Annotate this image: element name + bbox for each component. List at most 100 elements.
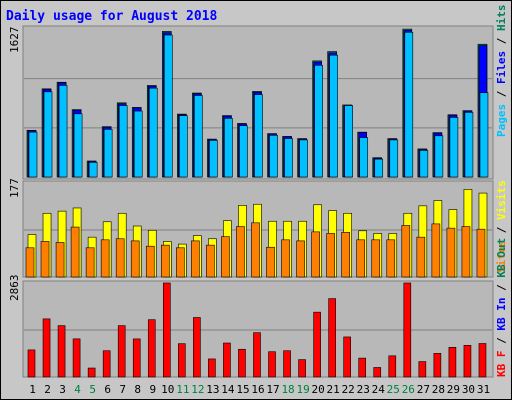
x-tick-label: 12: [191, 383, 204, 396]
kbf-bar: [463, 345, 472, 378]
sites-bar: [206, 244, 215, 278]
x-tick-label: 30: [462, 383, 475, 396]
pages-bar: [314, 64, 323, 178]
sites-bar: [341, 232, 350, 278]
x-tick-label: 28: [432, 383, 445, 396]
kbf-bar: [102, 350, 111, 378]
kbf-bar: [162, 282, 171, 378]
kbf-bar: [87, 367, 96, 378]
sites-bar: [115, 238, 125, 278]
pages-bar: [419, 150, 429, 178]
sites-bar: [236, 226, 245, 278]
kbf-bar: [132, 338, 141, 378]
kbf-bar: [478, 343, 487, 378]
sites-bar: [40, 241, 50, 278]
x-tick-label: 2: [44, 383, 51, 396]
pages-bar: [73, 113, 83, 178]
pages-bar: [404, 32, 414, 178]
sites-bar: [176, 247, 185, 278]
x-tick-label: 16: [251, 383, 264, 396]
x-tick-label: 4: [74, 383, 81, 396]
pages-bar: [479, 92, 489, 178]
legend-item: Pages: [495, 104, 508, 137]
kbf-bar: [403, 282, 412, 378]
sites-bar: [356, 239, 366, 278]
svg-text:KB F / KB In / KB Out: KB F / KB In / KB Out: [495, 238, 508, 377]
sites-bar: [311, 231, 320, 278]
sites-bar: [266, 246, 275, 278]
kbf-bar: [223, 342, 231, 378]
pages-bar: [88, 162, 98, 178]
x-tick-label: 29: [447, 383, 460, 396]
sites-bar: [85, 247, 95, 278]
x-tick-label: 25: [387, 383, 400, 396]
sites-bar: [461, 226, 471, 278]
bot-max-label: 2863: [8, 275, 21, 302]
pages-bar: [434, 135, 444, 178]
pages-bar: [194, 95, 203, 178]
x-tick-label: 19: [296, 383, 309, 396]
pages-bar: [163, 34, 173, 178]
pages-bar: [359, 137, 369, 178]
chart-title: Daily usage for August 2018: [6, 9, 217, 24]
kbf-bar: [418, 361, 427, 378]
sites-bar: [55, 242, 65, 278]
kbf-bar: [448, 346, 457, 378]
x-tick-label: 13: [206, 383, 219, 396]
sites-bar: [281, 239, 290, 278]
sites-bar: [476, 228, 486, 278]
sites-bar: [145, 245, 155, 278]
bars: [25, 28, 489, 378]
pages-bar: [344, 105, 353, 178]
legend-item: KB F: [495, 351, 508, 378]
sites-bar: [191, 240, 200, 278]
kbf-bar: [147, 319, 156, 378]
x-tick-label: 5: [89, 383, 96, 396]
sites-bar: [296, 240, 305, 278]
pages-bar: [374, 158, 384, 178]
x-tick-label: 24: [372, 383, 386, 396]
kbf-bar: [27, 349, 36, 378]
x-tick-label: 3: [59, 383, 66, 396]
legend-item: Hits: [495, 5, 508, 32]
pages-bar: [133, 110, 143, 178]
x-tick-label: 31: [477, 383, 490, 396]
pages-bar: [389, 139, 399, 178]
sites-bar: [416, 236, 426, 278]
pages-bar: [43, 91, 53, 178]
kbf-bar: [433, 353, 442, 378]
sites-bar: [401, 225, 411, 278]
sites-bar: [160, 244, 170, 278]
kbf-bar: [72, 338, 81, 378]
kbf-bar: [193, 317, 201, 378]
x-tick-label: 7: [119, 383, 126, 396]
legend-item: Sites: [495, 240, 508, 273]
pages-bar: [179, 115, 188, 178]
x-tick-label: 18: [281, 383, 294, 396]
kbf-bar: [57, 325, 66, 378]
pages-bar: [209, 140, 218, 178]
sites-bar: [130, 240, 140, 278]
pages-bar: [148, 87, 158, 178]
pages-bar: [118, 105, 128, 178]
sites-bar: [446, 227, 456, 278]
kbf-bar: [388, 355, 397, 378]
legend-item: KB In: [495, 298, 508, 331]
kbf-bar: [343, 336, 351, 378]
sites-bar: [70, 226, 80, 278]
x-tick-label: 27: [417, 383, 430, 396]
x-tick-label: 26: [402, 383, 415, 396]
legend-bot: KB F / KB In / KB Out: [495, 238, 508, 377]
pages-bar: [464, 112, 474, 178]
kbf-bar: [238, 348, 246, 378]
x-tick-label: 15: [236, 383, 249, 396]
pages-bar: [58, 85, 68, 178]
sites-bar: [251, 222, 260, 278]
kbf-bar: [328, 298, 336, 378]
legend-mid: Sites / Visits: [495, 180, 508, 273]
x-tick-label: 23: [357, 383, 370, 396]
kbf-bar: [208, 358, 216, 378]
x-tick-label: 10: [161, 383, 174, 396]
